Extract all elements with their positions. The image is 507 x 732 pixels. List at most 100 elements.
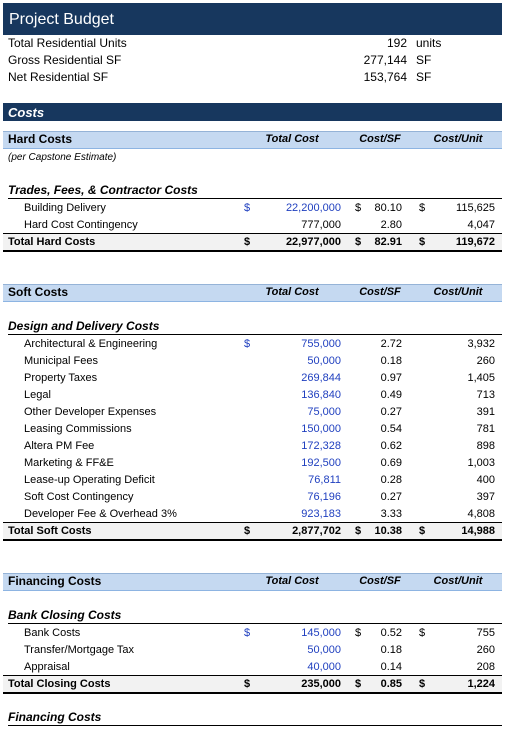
currency-sign: $ [244, 626, 251, 639]
cell-value: 136,840 [301, 388, 341, 401]
cell-value: 2.80 [380, 218, 402, 231]
total-value: 82.91 [374, 235, 402, 248]
row-label: Altera PM Fee [24, 439, 95, 452]
currency-sign: $ [355, 677, 362, 690]
row-label: Property Taxes [24, 371, 98, 384]
currency-sign: $ [419, 677, 426, 690]
group-header: Hard Costs [8, 131, 73, 146]
total-row-bg [3, 234, 502, 250]
cell-value: 76,196 [307, 490, 341, 503]
summary-unit: SF [416, 69, 432, 84]
currency-sign: $ [355, 626, 362, 639]
total-value: 10.38 [374, 524, 402, 537]
column-header: Cost/Unit [433, 285, 483, 298]
row-label: Building Delivery [24, 201, 106, 214]
cell-value: 260 [476, 354, 495, 367]
cell-value: 2.72 [380, 337, 402, 350]
cell-value: 755 [476, 626, 495, 639]
subheading-rule [8, 334, 502, 335]
subheading-rule [8, 623, 502, 624]
cell-value: 40,000 [307, 660, 341, 673]
column-header: Cost/SF [359, 285, 401, 298]
column-header: Cost/SF [359, 132, 401, 145]
group-header-bar [3, 131, 502, 149]
cell-value: 172,328 [301, 439, 341, 452]
cell-value: 75,000 [307, 405, 341, 418]
cell-value: 713 [476, 388, 495, 401]
row-label: Municipal Fees [24, 354, 98, 367]
total-label: Total Hard Costs [8, 235, 96, 248]
cell-value: 269,844 [301, 371, 341, 384]
cell-value: 80.10 [374, 201, 402, 214]
column-header: Cost/Unit [433, 574, 483, 587]
group-header-bar [3, 573, 502, 591]
note: (per Capstone Estimate) [8, 151, 117, 163]
currency-sign: $ [244, 524, 251, 537]
cell-value: 3.33 [380, 507, 402, 520]
cell-value: 400 [476, 473, 495, 486]
cell-value: 192,500 [301, 456, 341, 469]
cell-value: 76,811 [308, 473, 341, 486]
total-label: Total Soft Costs [8, 524, 92, 537]
cell-value: 391 [476, 405, 495, 418]
group-header: Soft Costs [8, 284, 68, 299]
cell-value: 0.54 [380, 422, 402, 435]
cell-value: 22,200,000 [285, 201, 341, 214]
cell-value: 0.18 [380, 354, 402, 367]
cell-value: 0.62 [380, 439, 402, 452]
cell-value: 0.27 [380, 405, 402, 418]
summary-label: Gross Residential SF [8, 52, 122, 67]
currency-sign: $ [355, 201, 362, 214]
total-rule-top [3, 233, 502, 234]
cell-value: 0.49 [380, 388, 402, 401]
total-value: 1,224 [467, 677, 495, 690]
currency-sign: $ [355, 524, 362, 537]
cell-value: 4,047 [467, 218, 495, 231]
cell-value: 0.52 [380, 626, 402, 639]
cell-value: 755,000 [301, 337, 341, 350]
subheading: Financing Costs [8, 709, 102, 724]
total-value: 119,672 [455, 235, 495, 248]
cell-value: 115,625 [456, 201, 495, 214]
subheading: Bank Closing Costs [8, 607, 122, 622]
total-value: 2,877,702 [292, 524, 341, 537]
title: Project Budget [9, 10, 114, 28]
subheading: Design and Delivery Costs [8, 318, 160, 333]
total-rule-top [3, 522, 502, 523]
currency-sign: $ [244, 201, 251, 214]
currency-sign: $ [419, 201, 426, 214]
row-label: Appraisal [24, 660, 70, 673]
row-label: Legal [24, 388, 51, 401]
summary-label: Total Residential Units [8, 35, 127, 50]
cell-value: 777,000 [301, 218, 341, 231]
group-header-bar [3, 284, 502, 302]
cell-value: 4,808 [467, 507, 495, 520]
row-label: Bank Costs [24, 626, 81, 639]
total-rule-bottom [3, 250, 502, 252]
section-title: Costs [8, 104, 45, 120]
cell-value: 1,405 [467, 371, 495, 384]
cell-value: 260 [476, 643, 495, 656]
total-rule-bottom [3, 692, 502, 694]
subheading-rule [8, 725, 502, 726]
cell-value: 1,003 [467, 456, 495, 469]
cell-value: 3,932 [467, 337, 495, 350]
subheading: Trades, Fees, & Contractor Costs [8, 182, 198, 197]
cell-value: 397 [476, 490, 495, 503]
title-bar [3, 3, 502, 35]
section-bar [3, 103, 502, 121]
cell-value: 0.14 [380, 660, 402, 673]
cell-value: 0.69 [380, 456, 402, 469]
column-header: Total Cost [265, 285, 319, 298]
row-label: Soft Cost Contingency [24, 490, 134, 503]
row-label: Leasing Commissions [24, 422, 132, 435]
summary-unit: SF [416, 52, 432, 67]
total-rule-bottom [3, 539, 502, 541]
currency-sign: $ [419, 626, 426, 639]
cell-value: 50,000 [307, 354, 341, 367]
cell-value: 0.27 [380, 490, 402, 503]
summary-value: 277,144 [363, 52, 407, 67]
currency-sign: $ [244, 337, 251, 350]
currency-sign: $ [419, 524, 426, 537]
